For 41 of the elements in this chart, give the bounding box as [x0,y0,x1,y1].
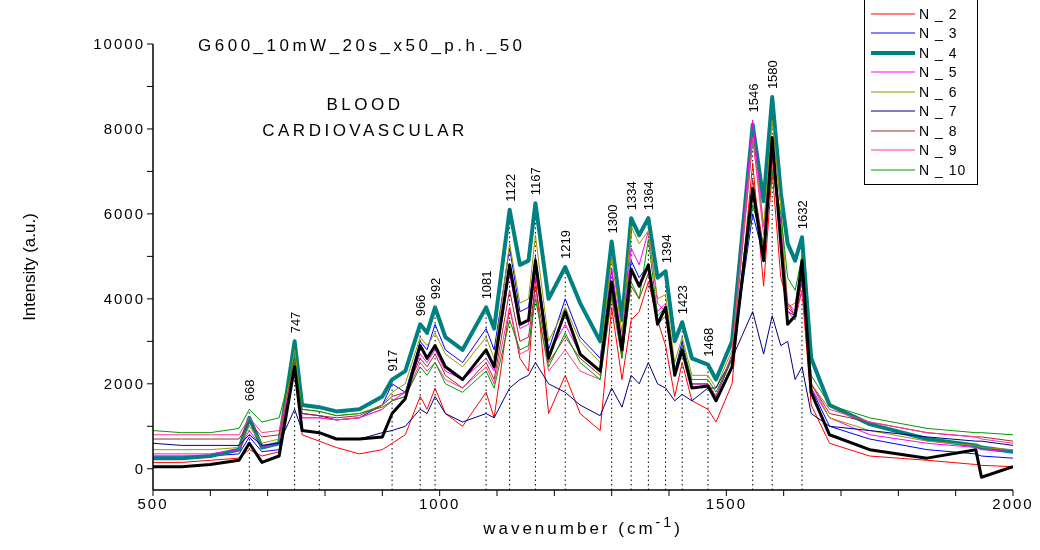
ref-line-label: 1364 [641,181,657,211]
legend-label: N _ 4 [919,44,958,61]
ref-line-label: 917 [385,349,401,372]
y-tick-label: 2000 [103,375,145,393]
ref-line-label: 1167 [528,167,544,196]
ref-line-label: 1300 [604,204,620,234]
legend-label: N _ 6 [919,83,958,100]
y-tick-label: 6000 [103,205,145,223]
legend-label: N _ 2 [919,5,958,22]
x-axis-title: wavenumber (cm$^{-1}$) [482,514,684,539]
legend-label: N _ 3 [919,25,958,42]
ref-line-label: 1334 [624,181,640,211]
ref-line-label: 1632 [795,200,811,230]
ref-line-label: 966 [413,294,429,317]
y-tick-label: 10000 [93,35,145,53]
y-tick-label: 4000 [103,290,145,308]
x-tick-label: 1000 [418,494,461,512]
ref-line-label: 668 [242,379,258,402]
x-tick-label: 500 [137,494,169,512]
ref-line-label: 747 [287,311,303,334]
ref-line-label: 1580 [765,60,781,90]
x-tick-label: 1500 [705,494,748,512]
legend-label: N _ 5 [919,64,958,81]
y-axis-title: Intensity (a.u.) [20,213,40,321]
ref-line-label: 1423 [675,285,691,315]
y-tick-label: 8000 [103,120,145,138]
ref-line-label: 1081 [479,270,495,300]
y-tick-label: 0 [134,460,145,478]
ref-line-label: 1219 [558,230,574,259]
legend-label: N _ 9 [919,142,958,159]
legend-label: N _ 8 [919,122,958,139]
legend-label: N _ 7 [919,103,958,120]
ref-line-label: 992 [428,277,444,300]
legend-label: N _ 10 [919,161,967,178]
text: BLOOD CARDIOVASCULAR [261,94,469,142]
ref-line-label: 1394 [658,234,674,264]
ref-line-label: 1468 [700,327,716,357]
ref-line-label: 1122 [502,173,518,202]
ref-line-label: 1546 [745,83,761,113]
x-tick-label: 2000 [992,494,1034,512]
chart-title: G600_10mW_20s_x50_p.h._50 [198,36,526,56]
